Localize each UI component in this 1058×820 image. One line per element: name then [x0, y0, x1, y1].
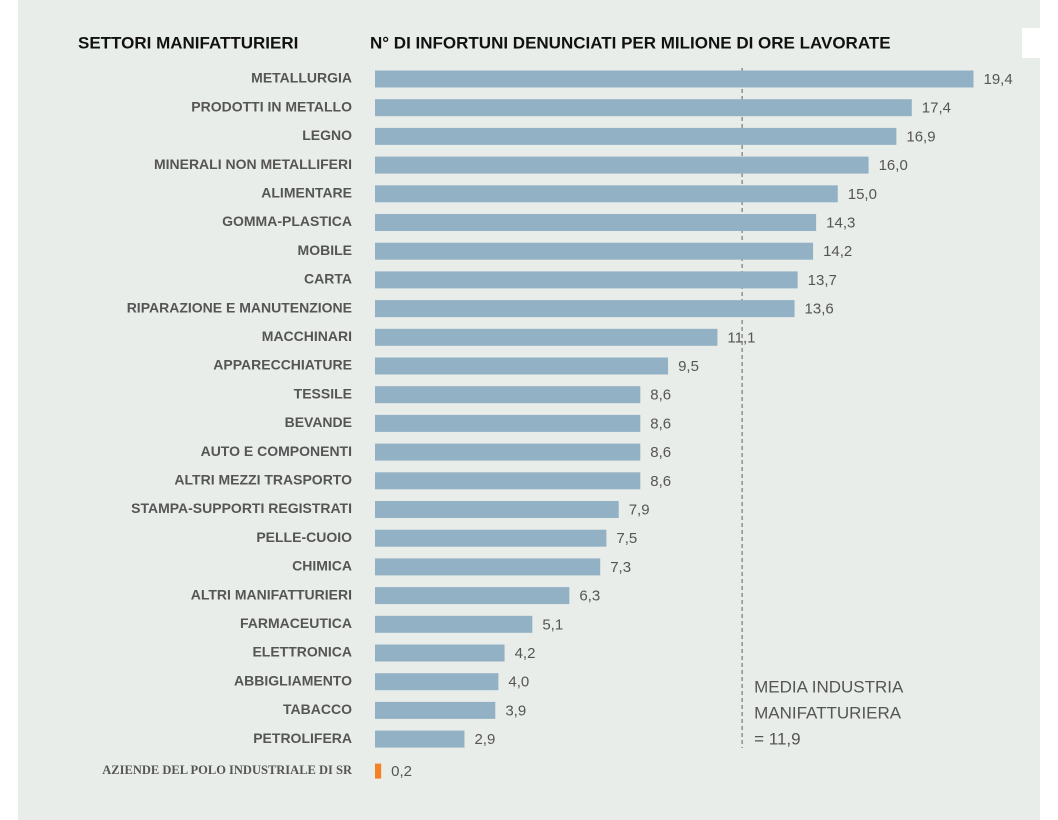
bar — [375, 99, 912, 117]
category-label: PRODOTTI IN METALLO — [191, 98, 352, 114]
category-label: CARTA — [304, 271, 352, 287]
category-label: MACCHINARI — [262, 328, 352, 344]
value-label: 8,6 — [650, 415, 671, 432]
category-label: BEVANDE — [285, 414, 352, 430]
bar — [375, 501, 619, 518]
bar — [375, 587, 570, 605]
value-label: 9,5 — [678, 358, 699, 375]
bar — [375, 472, 641, 490]
bar — [375, 615, 533, 633]
category-label: FARMACEUTICA — [240, 615, 352, 631]
value-label: 19,4 — [983, 71, 1012, 88]
category-label: AUTO E COMPONENTI — [201, 443, 352, 459]
panel-background — [18, 0, 1040, 820]
category-label: TABACCO — [283, 701, 352, 717]
bar — [375, 271, 798, 289]
reference-label: MANIFATTURIERA — [754, 703, 902, 722]
bar — [375, 185, 838, 203]
category-label: ALTRI MEZZI TRASPORTO — [174, 472, 352, 488]
value-label: 16,9 — [906, 128, 935, 145]
bar — [375, 763, 382, 779]
bar — [375, 443, 641, 461]
bar — [375, 127, 897, 145]
category-label: PETROLIFERA — [253, 730, 352, 746]
value-label: 7,5 — [616, 530, 637, 547]
value-label: 14,2 — [823, 243, 852, 260]
value-label: 7,3 — [610, 559, 631, 576]
bar — [375, 644, 505, 662]
bar — [375, 328, 718, 346]
value-label: 5,1 — [542, 616, 563, 633]
value-label: 3,9 — [505, 702, 526, 719]
bar — [375, 156, 869, 174]
category-label: ALIMENTARE — [261, 185, 352, 201]
value-label: 2,9 — [474, 731, 495, 748]
reference-label: MEDIA INDUSTRIA — [754, 677, 904, 696]
category-axis-label: SETTORI MANIFATTURIERI — [78, 33, 298, 52]
bar — [375, 558, 601, 576]
bar — [375, 214, 817, 231]
value-label: 7,9 — [629, 501, 650, 518]
value-label: 13,6 — [805, 301, 834, 318]
bar — [375, 673, 499, 691]
category-label: MOBILE — [298, 242, 352, 258]
category-label: STAMPA-SUPPORTI REGISTRATI — [131, 500, 352, 516]
category-label: MINERALI NON METALLIFERI — [154, 156, 352, 172]
category-label: CHIMICA — [292, 558, 352, 574]
value-label: 4,2 — [515, 645, 536, 662]
value-label: 4,0 — [508, 674, 529, 691]
category-label: ABBIGLIAMENTO — [234, 672, 352, 688]
value-label: 8,6 — [650, 444, 671, 461]
category-label: TESSILE — [294, 385, 352, 401]
category-label: METALLURGIA — [251, 70, 352, 86]
category-label: LEGNO — [302, 127, 352, 143]
value-label: 13,7 — [808, 272, 837, 289]
value-label: 8,6 — [650, 473, 671, 490]
category-label: GOMMA-PLASTICA — [222, 213, 352, 229]
value-label: 11,1 — [727, 329, 755, 346]
category-label: AZIENDE DEL POLO INDUSTRIALE DI SR — [102, 763, 353, 777]
category-label: PELLE-CUOIO — [256, 529, 352, 545]
bar — [375, 414, 641, 432]
category-label: RIPARAZIONE E MANUTENZIONE — [127, 299, 352, 315]
bar — [375, 529, 607, 547]
bar — [375, 242, 814, 260]
value-label: 14,3 — [826, 214, 855, 231]
value-label: 0,2 — [391, 763, 412, 780]
value-label: 15,0 — [848, 186, 877, 203]
reference-label: = 11,9 — [754, 729, 800, 748]
category-label: ELETTRONICA — [252, 644, 352, 660]
category-label: ALTRI MANIFATTURIERI — [191, 586, 352, 602]
bar — [375, 701, 496, 719]
value-label: 17,4 — [922, 100, 951, 117]
value-label: 6,3 — [579, 588, 600, 605]
white-patch — [1022, 28, 1058, 58]
bar — [375, 300, 795, 318]
category-label: APPARECCHIATURE — [213, 357, 352, 373]
value-label: 8,6 — [650, 387, 671, 404]
bar — [375, 730, 465, 748]
bar — [375, 357, 669, 375]
bar — [375, 386, 641, 404]
value-label: 16,0 — [879, 157, 908, 174]
chart-title: N° DI INFORTUNI DENUNCIATI PER MILIONE D… — [370, 33, 891, 52]
bar — [375, 70, 974, 88]
